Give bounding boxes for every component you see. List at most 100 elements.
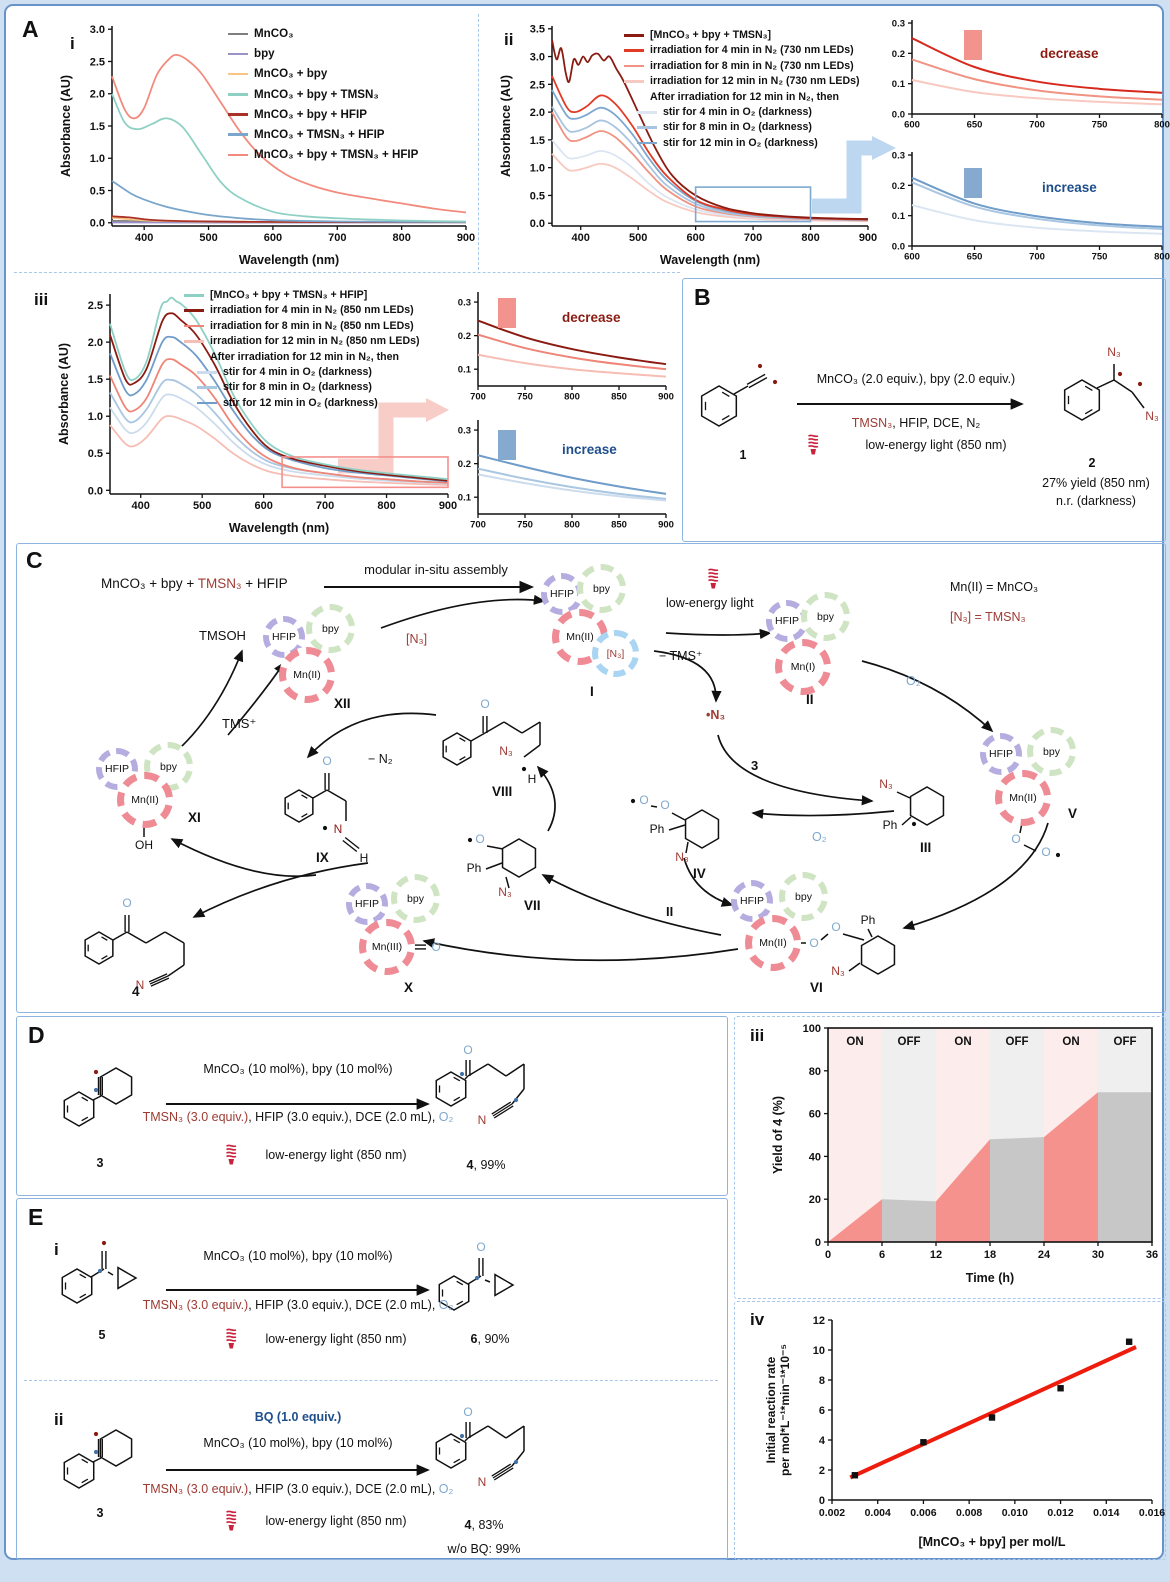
y-tick-label: 1.5 (530, 135, 545, 147)
legend-swatch (184, 294, 204, 297)
series-irradiation for 8 min in N₂ (850 nm LEDs) (109, 358, 449, 484)
series-irradiation for 8 min (477, 333, 667, 371)
y-tick-label: 1.0 (530, 163, 545, 175)
band-label: ON (1062, 1036, 1079, 1048)
legend-row: MnCO₃ + bpy + TMSN₃ (228, 88, 418, 101)
c-roman-II: II (806, 692, 814, 707)
increase-label-ii: increase (1042, 180, 1097, 195)
series-irradiation for 4 min in N₂ (850 nm LEDs) (109, 312, 449, 482)
yield-area-segment (882, 1199, 936, 1242)
panel-a-iii-label: iii (34, 290, 49, 309)
atom-label-n3: N₃ (675, 850, 689, 864)
panel-c-box (16, 543, 1166, 1013)
legend-text: MnCO₃ + bpy + TMSN₃ + HFIP (254, 148, 419, 162)
y-tick-label: 2.5 (88, 300, 103, 312)
gear-hfip-text: HFIP (989, 748, 1013, 760)
y-axis-label: Absorbance (AU) (57, 343, 71, 445)
radical-dot (772, 379, 778, 385)
radical-dot (513, 1459, 519, 1465)
c-key-mn: Mn(II) = MnCO₃ (950, 580, 1039, 594)
radical-dot (101, 1240, 107, 1246)
ei-yield: , 90% (477, 1332, 510, 1346)
c-arrow-ii-label: II (666, 904, 674, 919)
y-tick-label: 0.3 (458, 425, 471, 436)
band-label: OFF (1006, 1036, 1029, 1048)
eii-light: low-energy light (850 nm) (265, 1514, 407, 1528)
y-tick-label: 0.2 (892, 49, 905, 60)
decrease-label-ii: decrease (1040, 46, 1099, 61)
svg-text:12: 12 (930, 1249, 942, 1261)
panel-iii-label: iii (750, 1026, 765, 1045)
x-tick-label: 500 (199, 232, 217, 244)
legend-text: irradiation for 4 min in N₂ (730 nm LEDs… (650, 44, 854, 57)
gear-mn-text: Mn(III) (371, 941, 403, 953)
y-tick-label: 2.0 (530, 107, 545, 119)
x-tick-label: 700 (328, 232, 346, 244)
radical-dot (1137, 381, 1143, 387)
x-axis-label: Time (h) (966, 1271, 1014, 1285)
reaction-arrow (306, 712, 437, 759)
x-tick-label: 750 (517, 520, 533, 531)
atom-label-n3: N₃ (499, 744, 513, 758)
svg-text:0: 0 (819, 1495, 825, 1507)
d-product-number: 4 (466, 1158, 474, 1172)
gear-bpy-text: bpy (817, 610, 834, 623)
b-conditions-top: MnCO₃ (2.0 equiv.), bpy (2.0 equiv.) (816, 372, 1016, 386)
radical-dot (1117, 371, 1123, 377)
series-stir for 8 min (911, 181, 1163, 231)
reaction-arrow (536, 765, 556, 832)
legend-row: MnCO₃ + bpy (228, 68, 418, 80)
b-substrate-number: 1 (739, 448, 747, 462)
svg-text:6: 6 (819, 1405, 825, 1417)
legend-row: [MnCO₃ + bpy + TMSN₃ + HFIP] (184, 290, 420, 301)
x-tick-label: 600 (904, 120, 920, 131)
led-bulb-icon-d (224, 1144, 238, 1166)
x-tick-label: 700 (470, 392, 486, 403)
c-roman-XII: XII (334, 696, 351, 711)
c-equation: MnCO₃ + bpy + TMSN₃ + HFIP (101, 576, 288, 591)
radical-dot (1055, 852, 1061, 858)
svg-text:24: 24 (1038, 1249, 1051, 1261)
chart-inset-ii-decrease: 600 650 700 750 800 0.0 0.1 0.2 0.3 (892, 18, 1170, 131)
legend-text: stir for 4 min in O₂ (darkness) (223, 365, 372, 378)
y-axis-label: Yield of 4 (%) (771, 1096, 785, 1174)
panel-iv-label: iv (750, 1310, 765, 1329)
svg-text:2: 2 (819, 1465, 825, 1477)
legend-swatch (184, 324, 204, 328)
x-tick-label: 750 (517, 392, 533, 403)
series-irradiation for 4 min (911, 37, 1163, 94)
x-tick-label: 700 (744, 232, 762, 244)
legend-swatch (637, 110, 657, 114)
data-point (988, 1414, 996, 1421)
radical-dot (474, 1275, 480, 1281)
c-eq-1: MnCO₃ + bpy + (101, 576, 198, 591)
atom-label-n3: N₃ (1107, 345, 1121, 359)
y-tick-label: 2.5 (530, 79, 545, 91)
svg-text:0: 0 (825, 1249, 831, 1261)
reaction-arrow (717, 734, 874, 806)
zoom-connector-arrows (338, 136, 896, 474)
x-tick-label: 800 (801, 232, 819, 244)
series-stir for 4 min (477, 473, 667, 502)
legend-swatch (184, 309, 204, 312)
chart-rate-order: 0.002 0.004 0.006 0.008 0.010 0.012 0.014 0.016… (764, 1315, 1165, 1549)
legend-row: bpy (228, 48, 418, 60)
series-stir for 12 min in O₂ (darkness) (109, 335, 449, 483)
series-stir for 4 min in O₂ (darkness) (109, 393, 449, 485)
radical-dot (93, 1431, 99, 1437)
b-product-number: 2 (1088, 456, 1096, 470)
svg-text:40: 40 (809, 1151, 821, 1163)
legend-chart-iii: [MnCO₃ + bpy + TMSN₃ + HFIP] irradiation … (184, 290, 420, 413)
legend-swatch (624, 96, 644, 99)
y-tick-label: 0.1 (892, 211, 906, 222)
gear-mn2-V: Mn(II) (995, 770, 1051, 826)
panel-b-label: B (694, 284, 711, 310)
chart-light-onoff: ON OFF ON OFF ON OFF 0 6 12 18 24 30 36 0 20 40 60 80 100 T… (771, 1023, 1158, 1285)
svg-text:10: 10 (813, 1345, 825, 1357)
legend-row: irradiation for 8 min in N₂ (850 nm LEDs… (184, 321, 420, 332)
x-tick-label: 900 (457, 232, 475, 244)
ei-o2: O₂ (438, 1298, 454, 1312)
gear-hfip-X: HFIP (346, 883, 388, 925)
legend-row: irradiation for 12 min in N₂ (730 nm LED… (624, 76, 860, 87)
gear-n3-I: [N₃] (592, 630, 639, 677)
